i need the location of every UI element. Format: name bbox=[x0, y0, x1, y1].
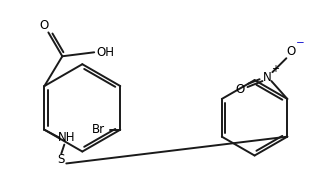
Text: −: − bbox=[296, 38, 305, 48]
Text: O: O bbox=[235, 82, 244, 95]
Text: Br: Br bbox=[92, 123, 105, 136]
Text: O: O bbox=[287, 45, 296, 58]
Text: +: + bbox=[271, 64, 280, 74]
Text: NH: NH bbox=[58, 131, 75, 144]
Text: N: N bbox=[263, 71, 272, 84]
Text: O: O bbox=[40, 19, 49, 32]
Text: S: S bbox=[58, 153, 65, 166]
Text: OH: OH bbox=[96, 46, 114, 59]
